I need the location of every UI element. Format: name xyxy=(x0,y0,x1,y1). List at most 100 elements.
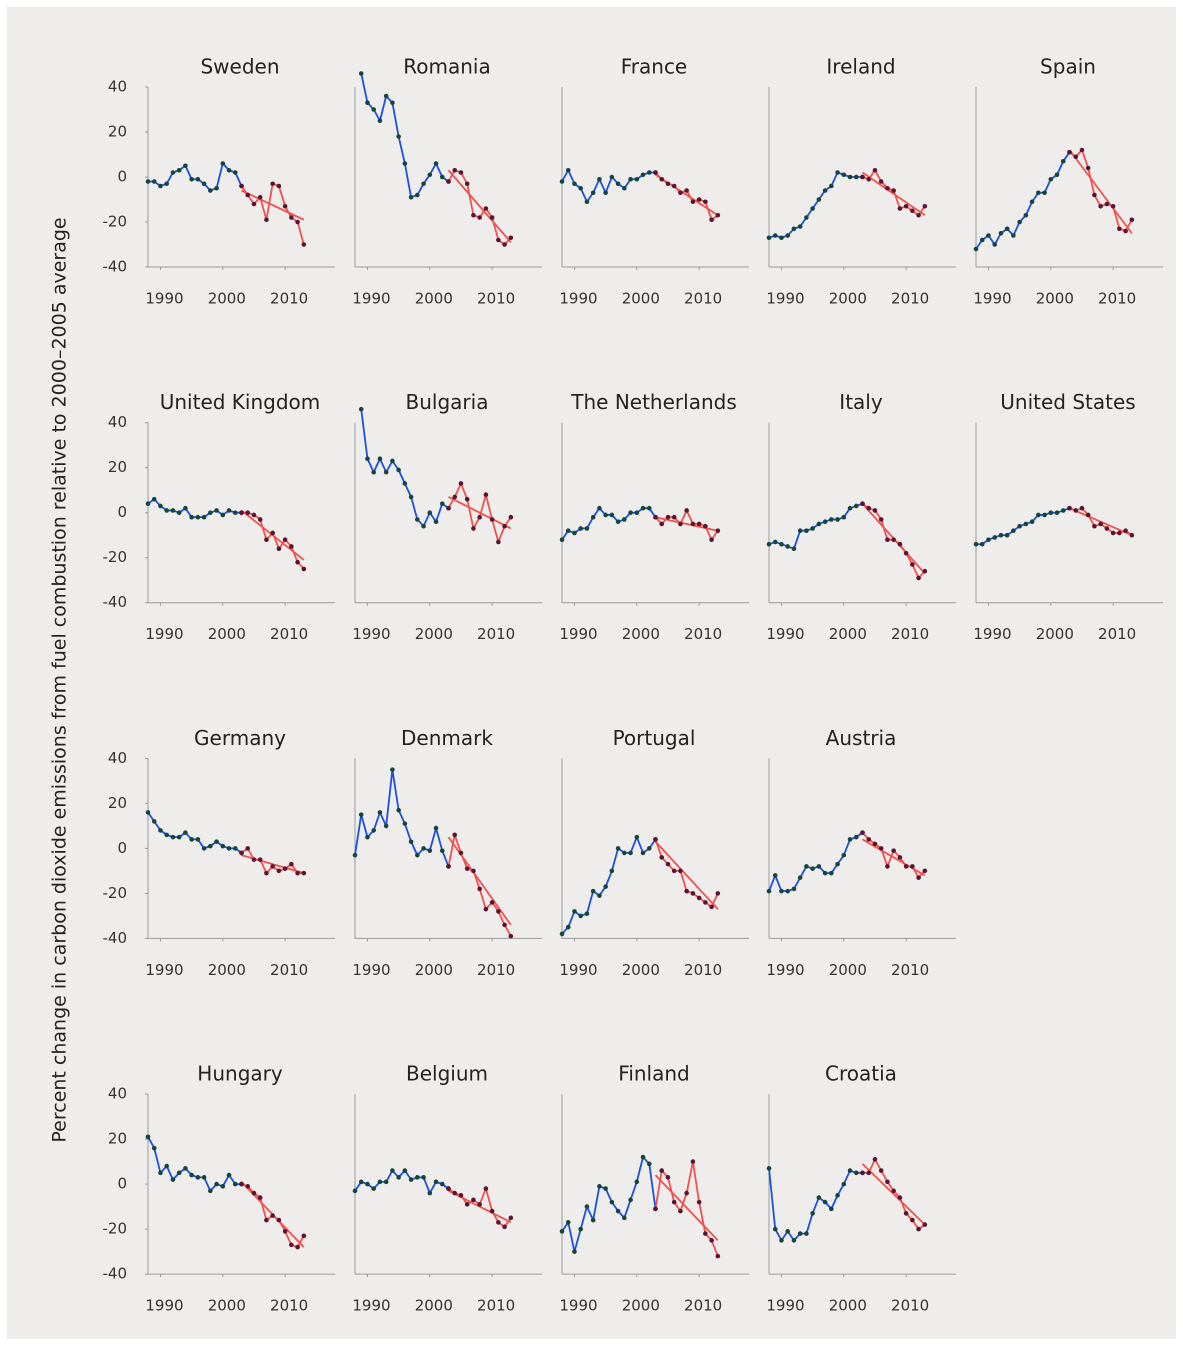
data-point xyxy=(986,233,991,238)
data-point xyxy=(471,212,476,218)
data-point xyxy=(464,866,470,871)
data-line xyxy=(354,1169,450,1196)
data-point xyxy=(785,544,790,549)
trend-line xyxy=(655,173,719,217)
data-point xyxy=(665,1175,671,1180)
x-tick-label: 2010 xyxy=(1098,625,1136,643)
data-point xyxy=(170,834,176,840)
data-line xyxy=(561,506,657,541)
data-point xyxy=(489,517,495,522)
data-line xyxy=(976,507,1070,546)
data-point xyxy=(502,242,507,247)
x-tick-label: 1990 xyxy=(766,1297,804,1315)
data-point xyxy=(220,161,226,166)
data-point xyxy=(502,922,507,928)
data-point xyxy=(634,510,640,515)
data-point xyxy=(1079,147,1085,153)
data-point xyxy=(371,1186,377,1191)
data-point xyxy=(791,546,797,551)
data-point xyxy=(439,848,445,853)
data-point xyxy=(396,467,401,473)
data-point xyxy=(226,1172,232,1178)
data-point xyxy=(427,1190,433,1196)
data-point xyxy=(377,810,383,815)
panel-title: Hungary xyxy=(197,1062,283,1086)
data-point xyxy=(1085,512,1091,518)
panel-title: Finland xyxy=(618,1062,689,1086)
data-point xyxy=(158,183,163,189)
panel-title: Sweden xyxy=(200,55,279,79)
data-point xyxy=(678,190,683,196)
data-point xyxy=(709,217,714,223)
data-point xyxy=(446,179,451,184)
data-point xyxy=(578,913,583,919)
x-tick-label: 1990 xyxy=(766,290,804,308)
data-point xyxy=(496,539,501,545)
data-point xyxy=(508,1215,514,1221)
data-point xyxy=(860,174,865,180)
data-point xyxy=(779,541,784,547)
data-point xyxy=(866,1170,872,1176)
data-point xyxy=(145,501,151,507)
data-point xyxy=(678,1208,683,1214)
data-point xyxy=(464,181,470,187)
data-point xyxy=(1073,154,1079,160)
x-tick-label: 1990 xyxy=(352,1297,390,1315)
data-point xyxy=(1048,510,1054,515)
data-point xyxy=(715,1253,721,1259)
data-point xyxy=(1048,176,1054,182)
data-point xyxy=(251,512,257,518)
data-point xyxy=(245,846,251,851)
data-point xyxy=(214,839,219,844)
data-point xyxy=(1123,528,1128,533)
data-point xyxy=(489,900,495,905)
data-point xyxy=(829,517,834,522)
data-point xyxy=(797,1231,803,1236)
data-point xyxy=(1117,226,1122,232)
data-point xyxy=(622,517,627,522)
data-point xyxy=(572,181,577,187)
data-point xyxy=(903,864,909,869)
data-point xyxy=(446,864,451,869)
x-tick-label: 1990 xyxy=(766,625,804,643)
data-point xyxy=(427,510,433,515)
data-point xyxy=(352,1188,358,1194)
data-point xyxy=(508,235,514,241)
data-point xyxy=(866,176,872,182)
data-point xyxy=(816,197,822,202)
data-point xyxy=(572,1249,577,1254)
data-point xyxy=(797,224,803,229)
data-point xyxy=(415,1175,420,1180)
x-tick-label: 2000 xyxy=(208,961,246,979)
data-point xyxy=(816,1195,822,1200)
data-point xyxy=(220,1184,226,1189)
data-point xyxy=(1054,510,1060,515)
data-point xyxy=(779,1238,784,1243)
data-point xyxy=(508,514,514,520)
data-point xyxy=(1092,523,1097,529)
data-point xyxy=(483,206,489,211)
panel-title: Bulgaria xyxy=(406,390,489,414)
data-point xyxy=(897,855,903,860)
data-point xyxy=(804,528,809,533)
data-point xyxy=(622,850,627,856)
data-point xyxy=(151,496,157,502)
data-point xyxy=(301,1233,307,1239)
data-point xyxy=(878,179,884,184)
data-point xyxy=(709,537,714,542)
x-tick-label: 2010 xyxy=(684,1297,722,1315)
data-point xyxy=(922,568,928,574)
data-point xyxy=(170,1177,176,1182)
data-point xyxy=(998,230,1004,236)
data-point xyxy=(785,1229,790,1234)
data-point xyxy=(998,532,1004,538)
data-point xyxy=(772,1226,778,1232)
data-point xyxy=(1036,512,1041,518)
data-point xyxy=(232,1181,238,1187)
data-point xyxy=(671,183,677,189)
data-point xyxy=(810,206,815,211)
data-point xyxy=(772,539,778,545)
panel-title: Romania xyxy=(403,55,490,79)
data-point xyxy=(1029,199,1035,205)
x-tick-label: 2000 xyxy=(208,1297,246,1315)
